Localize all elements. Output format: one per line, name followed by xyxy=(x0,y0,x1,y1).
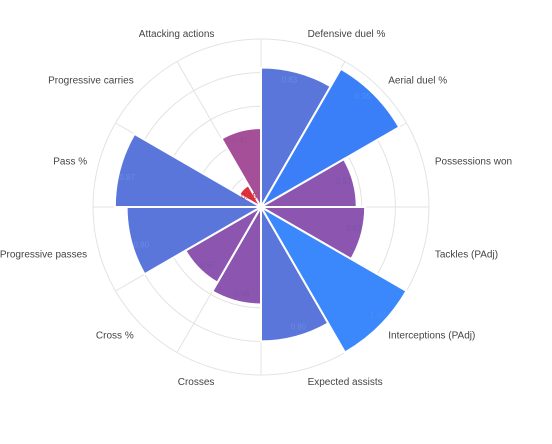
value-label: 0.57 xyxy=(336,177,352,186)
axis-label: Possessions won xyxy=(435,156,512,167)
value-label: 0.58 xyxy=(234,289,250,298)
axis-label: Aerial duel % xyxy=(388,76,447,87)
value-label: 0.80 xyxy=(134,240,150,249)
value-label: 0.47 xyxy=(232,136,248,145)
sector-expected-assists xyxy=(260,203,330,343)
sector-aerial-duel xyxy=(258,67,401,210)
axis-label: Cross % xyxy=(96,330,134,341)
axis-label: Defensive duel % xyxy=(308,29,386,40)
axis-label: Crosses xyxy=(178,377,215,388)
value-label-layer: 0.83 0.95 0.57 0.62 1.00 0.80 0.58 0.52 0.80 0.87… xyxy=(119,76,386,332)
axis-label-layer: Defensive duel % Aerial duel % Possessions… xyxy=(0,29,512,388)
axis-label: Attacking actions xyxy=(139,29,215,40)
value-label: 0.83 xyxy=(282,76,298,85)
value-label: 0.15 xyxy=(241,192,257,201)
value-label: 0.87 xyxy=(119,173,135,182)
axis-label: Interceptions (PAdj) xyxy=(388,330,475,341)
axis-label: Progressive carries xyxy=(48,76,134,87)
sector-pass xyxy=(113,132,265,208)
value-label: 0.80 xyxy=(291,323,307,332)
value-label: 0.52 xyxy=(200,261,216,270)
sector-crosses xyxy=(210,203,262,306)
axis-label: Pass % xyxy=(53,156,87,167)
value-label: 0.62 xyxy=(346,224,362,233)
sector-layer xyxy=(113,66,408,354)
axis-label: Progressive passes xyxy=(0,250,87,261)
value-label: 0.95 xyxy=(355,92,371,101)
axis-label: Tackles (PAdj) xyxy=(435,250,498,261)
sector-interceptions-padj xyxy=(258,204,408,354)
value-label: 1.00 xyxy=(370,311,386,320)
axis-label: Expected assists xyxy=(308,377,383,388)
sector-attacking-actions xyxy=(220,127,262,211)
